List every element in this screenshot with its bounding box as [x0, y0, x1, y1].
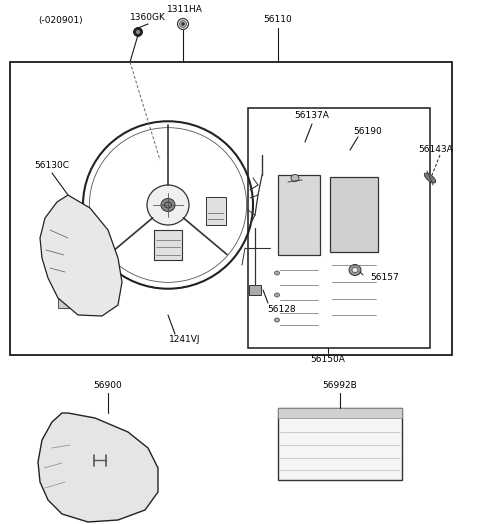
- Bar: [248, 108, 430, 348]
- Text: 56143A: 56143A: [418, 146, 453, 155]
- Bar: [88, 502, 112, 508]
- Bar: [154, 230, 182, 260]
- Polygon shape: [40, 195, 122, 316]
- Text: 56157: 56157: [370, 274, 399, 282]
- Text: 56900: 56900: [94, 380, 122, 389]
- Ellipse shape: [275, 318, 279, 322]
- Text: (-020901): (-020901): [38, 16, 83, 25]
- Ellipse shape: [89, 452, 111, 468]
- Bar: [58, 298, 78, 308]
- Polygon shape: [38, 413, 158, 522]
- Ellipse shape: [180, 20, 187, 27]
- Ellipse shape: [147, 185, 189, 225]
- Bar: [249, 285, 261, 295]
- Ellipse shape: [275, 293, 279, 297]
- Text: 56137A: 56137A: [295, 112, 329, 121]
- Bar: [330, 177, 378, 252]
- Text: 1311HA: 1311HA: [167, 5, 203, 15]
- Bar: [278, 175, 320, 255]
- Text: 56128: 56128: [267, 305, 296, 314]
- Bar: [278, 408, 402, 480]
- Ellipse shape: [69, 244, 91, 272]
- Ellipse shape: [133, 27, 143, 37]
- Text: 56150A: 56150A: [311, 355, 346, 365]
- Text: 1241VJ: 1241VJ: [169, 335, 201, 344]
- Ellipse shape: [74, 250, 86, 266]
- Ellipse shape: [424, 173, 436, 183]
- Text: 56190: 56190: [354, 127, 383, 136]
- Ellipse shape: [181, 23, 184, 26]
- Ellipse shape: [275, 271, 279, 275]
- Text: 56130C: 56130C: [35, 160, 70, 169]
- Ellipse shape: [291, 174, 299, 181]
- Ellipse shape: [178, 18, 189, 29]
- Text: 56992B: 56992B: [323, 380, 358, 389]
- Bar: [278, 408, 402, 418]
- Ellipse shape: [352, 267, 358, 272]
- Bar: [10, 62, 452, 355]
- Text: 56110: 56110: [264, 16, 292, 25]
- Ellipse shape: [349, 265, 361, 276]
- Text: 1360GK: 1360GK: [130, 14, 166, 23]
- Bar: [206, 197, 226, 225]
- Ellipse shape: [161, 199, 175, 212]
- Ellipse shape: [135, 29, 141, 35]
